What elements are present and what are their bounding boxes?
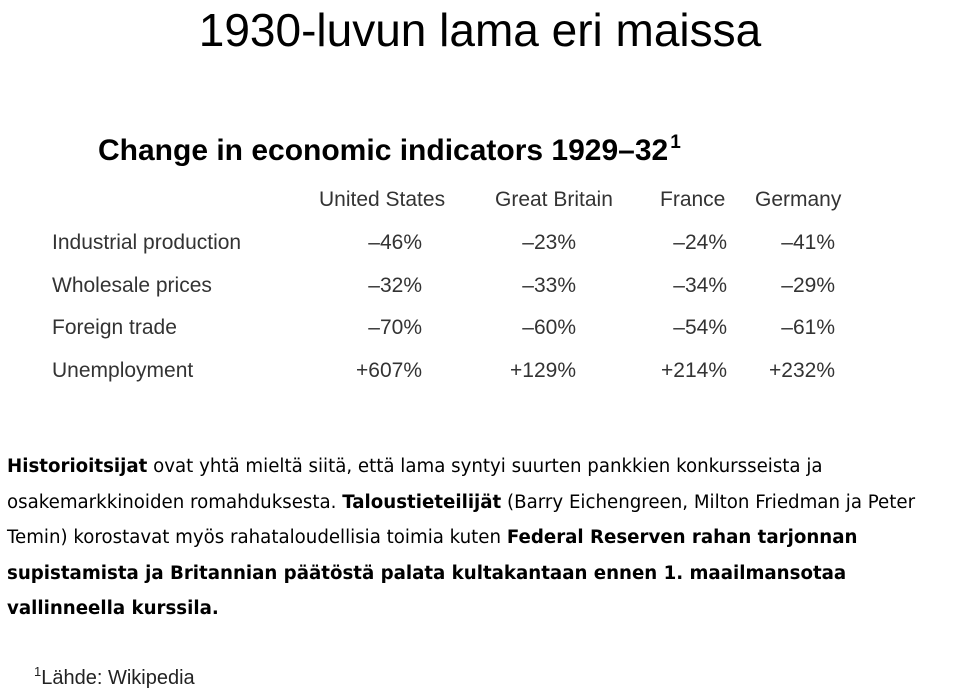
source-footnote: 1Lähde: Wikipedia xyxy=(34,664,195,692)
paragraph-text-2: (Barry Eichengreen, Milton Friedman ja P… xyxy=(7,491,916,549)
column-header-france: France xyxy=(660,188,726,211)
row-label: Foreign trade xyxy=(52,316,177,339)
table-cell: +214% xyxy=(661,359,727,382)
table-cell: –70% xyxy=(368,316,422,339)
table-cell: +607% xyxy=(356,359,422,382)
bold-historians: Historioitsijat xyxy=(7,456,148,477)
table-cell: –23% xyxy=(522,231,576,254)
row-label: Wholesale prices xyxy=(52,274,212,297)
footnote-mark: 1 xyxy=(34,664,42,679)
slide-title: 1930-luvun lama eri maissa xyxy=(198,4,762,56)
row-label: Industrial production xyxy=(52,231,242,254)
column-header-united-states: United States xyxy=(319,188,446,211)
column-header-germany: Germany xyxy=(755,188,842,211)
table-caption: Change in economic indicators 1929–32 1 xyxy=(98,131,681,171)
table-cell: –54% xyxy=(673,316,727,339)
table-cell: +129% xyxy=(510,359,576,382)
table-cell: –61% xyxy=(781,316,835,339)
table-cell: –46% xyxy=(368,231,422,254)
table-cell: –32% xyxy=(368,274,422,297)
body-paragraph: Historioitsijat ovat yhtä mieltä siitä, … xyxy=(7,449,957,627)
column-header-great-britain: Great Britain xyxy=(495,188,613,211)
footnote-text: Lähde: Wikipedia xyxy=(41,667,195,689)
table-cell: –34% xyxy=(673,274,727,297)
table-cell: –29% xyxy=(781,274,835,297)
table-cell: –60% xyxy=(522,316,576,339)
table-cell: –33% xyxy=(522,274,576,297)
table-caption-text: Change in economic indicators 1929–32 xyxy=(98,134,669,167)
bold-economists: Taloustieteilijät xyxy=(342,491,502,513)
caption-footnote-mark: 1 xyxy=(670,132,681,153)
table-cell: –41% xyxy=(781,231,835,254)
table-cell: +232% xyxy=(769,359,835,382)
paragraph-text-1: ovat yhtä mieltä siitä, että lama syntyi… xyxy=(7,456,823,513)
row-label: Unemployment xyxy=(52,359,194,382)
bold-federal-reserve: Federal Reserven rahan tarjonnan supista… xyxy=(7,527,858,619)
table-cell: –24% xyxy=(673,231,727,254)
